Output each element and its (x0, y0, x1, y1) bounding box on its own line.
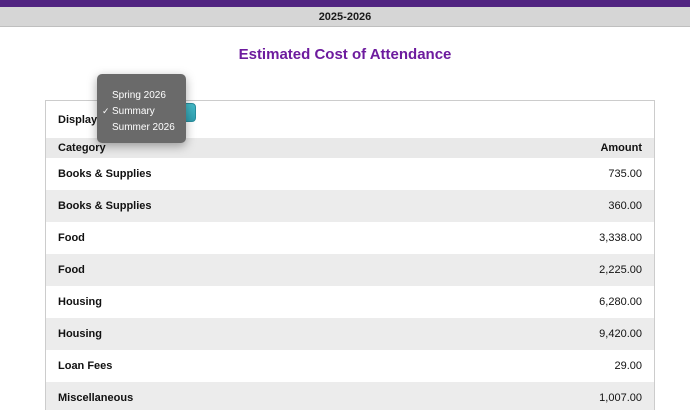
dropdown-option-label: Spring 2026 (112, 89, 166, 101)
dropdown-option-spring-2026[interactable]: Spring 2026 (97, 87, 186, 103)
row-amount: 29.00 (614, 360, 642, 372)
display-dropdown-menu: Spring 2026 ✓ Summary Summer 2026 (97, 74, 186, 143)
table-row: Housing 6,280.00 (46, 286, 654, 318)
row-category: Housing (58, 328, 102, 340)
row-category: Books & Supplies (58, 200, 152, 212)
dropdown-option-label: Summary (112, 105, 155, 117)
table-row: Loan Fees 29.00 (46, 350, 654, 382)
row-category: Books & Supplies (58, 168, 152, 180)
table-row: Books & Supplies 735.00 (46, 158, 654, 190)
row-category: Loan Fees (58, 360, 113, 372)
row-amount: 2,225.00 (599, 264, 642, 276)
row-amount: 1,007.00 (599, 392, 642, 404)
dropdown-option-summary[interactable]: ✓ Summary (97, 103, 186, 119)
year-header-bar: 2025-2026 (0, 7, 690, 27)
row-category: Miscellaneous (58, 392, 134, 404)
column-header-amount: Amount (600, 142, 642, 154)
row-amount: 6,280.00 (599, 296, 642, 308)
page-title: Estimated Cost of Attendance (238, 46, 452, 63)
cost-table-container: Display Category Amount Books & Supplies… (45, 100, 655, 410)
column-header-category: Category (58, 142, 106, 154)
dropdown-option-summer-2026[interactable]: Summer 2026 (97, 119, 186, 135)
row-amount: 3,338.00 (599, 232, 642, 244)
display-label: Display (58, 113, 98, 126)
table-row: Food 3,338.00 (46, 222, 654, 254)
table-row: Food 2,225.00 (46, 254, 654, 286)
row-amount: 9,420.00 (599, 328, 642, 340)
top-accent-bar (0, 0, 690, 7)
row-category: Food (58, 264, 85, 276)
check-icon: ✓ (102, 105, 110, 116)
table-header-row: Category Amount (46, 138, 654, 158)
row-category: Housing (58, 296, 102, 308)
dropdown-option-label: Summer 2026 (112, 121, 175, 133)
year-label: 2025-2026 (318, 10, 372, 23)
row-category: Food (58, 232, 85, 244)
table-row: Books & Supplies 360.00 (46, 190, 654, 222)
table-row: Miscellaneous 1,007.00 (46, 382, 654, 410)
row-amount: 360.00 (608, 200, 642, 212)
table-row: Housing 9,420.00 (46, 318, 654, 350)
row-amount: 735.00 (608, 168, 642, 180)
